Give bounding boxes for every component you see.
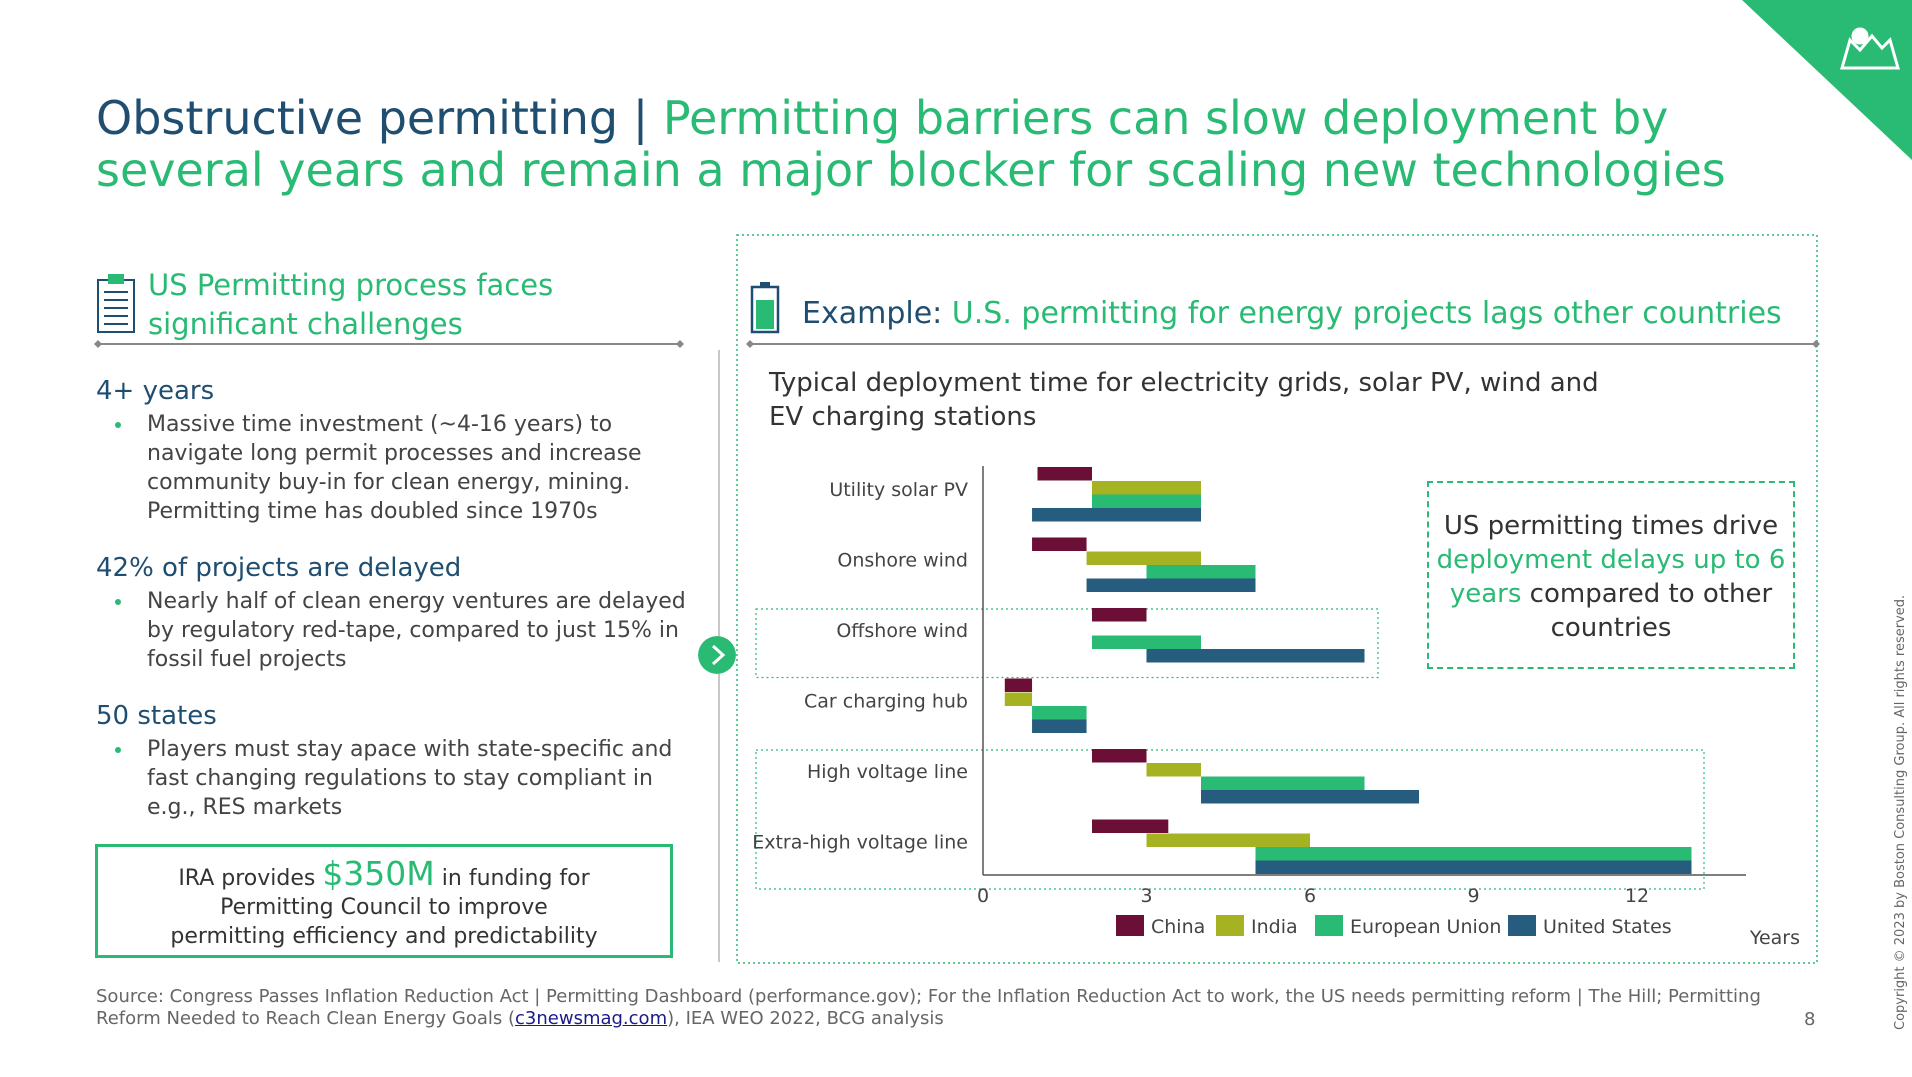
callout-pre: US permitting times drive — [1443, 511, 1779, 541]
bar-united-states — [1255, 860, 1692, 874]
chevron-right-icon — [698, 636, 736, 674]
x-tick-label: 12 — [1625, 885, 1649, 907]
clipboard-icon — [97, 274, 135, 333]
highlight-box — [755, 608, 1379, 679]
x-tick-label: 9 — [1467, 885, 1479, 907]
example-text: U.S. permitting for energy projects lags… — [942, 296, 1782, 331]
challenge-item-years: 4+ years Massive time investment (~4-16 … — [96, 374, 686, 526]
corner-logo — [1742, 0, 1912, 160]
bar-india — [1146, 763, 1201, 777]
legend-swatch — [1508, 915, 1536, 936]
title-separator: | — [618, 91, 663, 145]
challenge-item-states: 50 states Players must stay apace with s… — [96, 699, 686, 822]
chart-subtitle-line-2: EV charging stations — [769, 402, 1037, 432]
bar-china — [1037, 467, 1092, 481]
x-tick-label: 3 — [1140, 885, 1152, 907]
bar-european-union — [1201, 776, 1365, 790]
bar-united-states — [1146, 649, 1365, 663]
legend-swatch — [1216, 915, 1244, 936]
legend-swatch — [1116, 915, 1144, 936]
ira-text-after: in funding for — [434, 866, 590, 891]
x-axis-title: Years — [1749, 927, 1800, 949]
title-topic: Obstructive permitting — [96, 91, 619, 145]
bar-china — [1004, 678, 1033, 692]
bar-india — [1004, 692, 1033, 706]
left-section-title: US Permitting process faces significant … — [148, 268, 554, 341]
category-label: Onshore wind — [837, 550, 968, 572]
bar-european-union — [1092, 494, 1201, 508]
example-header: Example: U.S. permitting for energy proj… — [802, 296, 1802, 336]
legend-label: United States — [1543, 916, 1672, 938]
source-note: Source: Congress Passes Inflation Reduct… — [96, 986, 1796, 1030]
chart-subtitle: Typical deployment time for electricity … — [769, 366, 1669, 434]
page-number: 8 — [1804, 1009, 1816, 1030]
permitting-callout: US permitting times drive deployment del… — [1427, 481, 1795, 669]
left-section-header: US Permitting process faces significant … — [96, 268, 686, 342]
example-panel-frame — [736, 234, 1818, 964]
x-tick-label: 0 — [977, 885, 989, 907]
bar-china — [1032, 537, 1087, 551]
legend-label: India — [1251, 916, 1298, 938]
source-suffix: ), IEA WEO 2022, BCG analysis — [667, 1008, 944, 1029]
source-prefix: Source: Congress Passes Inflation Reduct… — [96, 986, 1761, 1029]
ira-amount: $350M — [322, 854, 435, 893]
challenge-heading: 4+ years — [96, 376, 215, 406]
bar-india — [1086, 551, 1201, 565]
legend-label: European Union — [1350, 916, 1501, 938]
category-label: Extra-high voltage line — [752, 832, 968, 854]
category-label: Utility solar PV — [829, 479, 968, 501]
bar-european-union — [1092, 635, 1201, 649]
example-label: Example: — [802, 296, 943, 331]
challenge-bullet: Massive time investment (~4-16 years) to… — [96, 410, 686, 526]
challenge-item-delayed: 42% of projects are delayed Nearly half … — [96, 551, 686, 674]
right-divider — [746, 340, 1820, 348]
bar-united-states — [1032, 508, 1201, 522]
bar-china — [1092, 608, 1147, 622]
bar-china — [1092, 819, 1169, 833]
challenge-heading: 50 states — [96, 701, 217, 731]
bar-china — [1092, 749, 1147, 763]
bar-united-states — [1086, 578, 1256, 592]
map-pin-logo-icon — [1840, 27, 1900, 70]
callout-highlight: deployment delays up to 6 years — [1436, 545, 1786, 609]
ira-line-2: Permitting Council to improve — [220, 895, 548, 920]
ira-text-before: IRA provides — [178, 866, 323, 891]
ira-line-3: permitting efficiency and predictability — [170, 924, 598, 949]
highlight-box — [755, 749, 1705, 890]
chart-subtitle-line-1: Typical deployment time for electricity … — [769, 368, 1599, 398]
category-label: Car charging hub — [804, 691, 968, 713]
left-divider — [94, 340, 684, 348]
challenge-heading: 42% of projects are delayed — [96, 553, 462, 583]
legend-label: China — [1151, 916, 1205, 938]
category-label: Offshore wind — [836, 620, 968, 642]
bar-european-union — [1146, 565, 1256, 579]
legend-swatch — [1315, 915, 1343, 936]
x-tick-label: 6 — [1304, 885, 1316, 907]
bar-european-union — [1255, 847, 1692, 861]
category-label: High voltage line — [807, 761, 968, 783]
page-title: Obstructive permitting | Permitting barr… — [96, 92, 1776, 196]
source-link[interactable]: c3newsmag.com — [515, 1008, 668, 1029]
callout-post: compared to other countries — [1521, 579, 1773, 643]
battery-icon — [750, 282, 780, 334]
bar-united-states — [1201, 790, 1419, 804]
challenge-bullet: Players must stay apace with state-speci… — [96, 735, 686, 822]
ira-funding-box: IRA provides $350M in funding for Permit… — [95, 844, 673, 958]
bar-united-states — [1032, 719, 1087, 733]
title-message: Permitting barriers can slow deployment … — [96, 91, 1726, 197]
challenge-bullet: Nearly half of clean energy ventures are… — [96, 587, 686, 674]
bar-european-union — [1032, 706, 1087, 720]
copyright-notice: Copyright © 2023 by Boston Consulting Gr… — [1893, 594, 1908, 1030]
bar-india — [1146, 833, 1310, 847]
bar-india — [1092, 481, 1201, 495]
